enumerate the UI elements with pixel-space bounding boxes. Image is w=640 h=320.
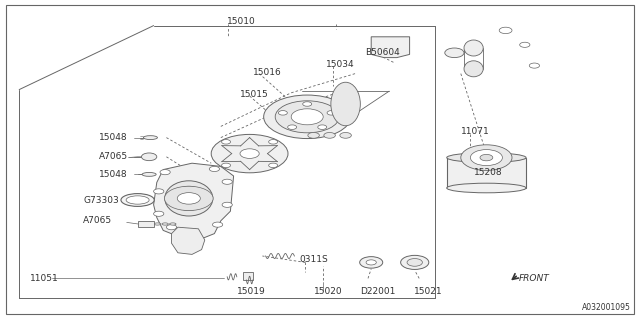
Text: A7065: A7065 [99, 152, 129, 161]
Circle shape [154, 211, 164, 216]
Circle shape [287, 125, 296, 129]
Text: A032001095: A032001095 [582, 303, 630, 312]
Text: 15015: 15015 [240, 90, 269, 99]
Circle shape [154, 189, 164, 194]
Circle shape [461, 145, 512, 171]
Circle shape [209, 166, 220, 172]
Circle shape [174, 235, 202, 249]
Circle shape [177, 193, 200, 204]
Circle shape [180, 238, 196, 245]
Text: 15034: 15034 [326, 60, 355, 68]
Circle shape [212, 222, 223, 227]
Polygon shape [154, 163, 234, 240]
Text: 15021: 15021 [414, 287, 443, 296]
Circle shape [366, 260, 376, 265]
Text: B50604: B50604 [365, 48, 399, 57]
Text: D22001: D22001 [360, 287, 395, 296]
Ellipse shape [162, 223, 168, 225]
Text: 0311S: 0311S [299, 255, 328, 264]
Text: 15208: 15208 [474, 168, 502, 177]
Circle shape [222, 202, 232, 207]
Text: 15010: 15010 [227, 17, 256, 26]
Circle shape [291, 109, 323, 125]
Circle shape [470, 150, 502, 166]
Circle shape [222, 179, 232, 184]
Text: A7065: A7065 [83, 216, 113, 225]
Text: FRONT: FRONT [518, 274, 549, 283]
Circle shape [445, 48, 464, 58]
Text: 11051: 11051 [30, 274, 59, 283]
Polygon shape [371, 37, 410, 58]
Text: 15048: 15048 [99, 133, 128, 142]
Circle shape [303, 102, 312, 106]
Circle shape [275, 101, 339, 133]
Text: 15020: 15020 [314, 287, 342, 296]
Ellipse shape [142, 172, 156, 176]
Circle shape [308, 132, 319, 138]
Ellipse shape [331, 82, 360, 126]
Text: 15048: 15048 [99, 170, 128, 179]
Bar [138, 221, 154, 227]
Circle shape [269, 163, 278, 168]
Circle shape [164, 186, 213, 211]
Ellipse shape [447, 183, 526, 193]
Bar [447, 158, 526, 188]
Circle shape [160, 170, 170, 175]
Circle shape [240, 149, 259, 158]
Ellipse shape [165, 181, 212, 216]
Circle shape [401, 255, 429, 269]
Ellipse shape [447, 153, 526, 163]
Ellipse shape [154, 223, 161, 225]
Circle shape [480, 155, 493, 161]
Circle shape [211, 134, 288, 173]
Circle shape [269, 140, 278, 144]
Text: 11071: 11071 [461, 127, 490, 136]
Text: 15019: 15019 [237, 287, 266, 296]
Circle shape [221, 163, 230, 168]
Circle shape [340, 132, 351, 138]
Ellipse shape [170, 223, 176, 225]
Circle shape [278, 111, 287, 115]
Ellipse shape [464, 40, 483, 56]
Polygon shape [172, 227, 205, 254]
Circle shape [264, 95, 351, 139]
Ellipse shape [464, 61, 483, 77]
Circle shape [520, 42, 530, 47]
Ellipse shape [121, 194, 154, 206]
Ellipse shape [173, 186, 205, 211]
Ellipse shape [126, 196, 149, 204]
Circle shape [221, 140, 230, 144]
Circle shape [318, 125, 327, 129]
Circle shape [166, 225, 177, 230]
Circle shape [324, 132, 335, 138]
Text: 15016: 15016 [253, 68, 282, 76]
Circle shape [529, 63, 540, 68]
Circle shape [327, 111, 336, 115]
Bar [243, 272, 253, 280]
Ellipse shape [143, 136, 157, 140]
Circle shape [499, 27, 512, 34]
Circle shape [360, 257, 383, 268]
Text: G73303: G73303 [83, 196, 119, 204]
Circle shape [141, 153, 157, 161]
Circle shape [407, 259, 422, 266]
